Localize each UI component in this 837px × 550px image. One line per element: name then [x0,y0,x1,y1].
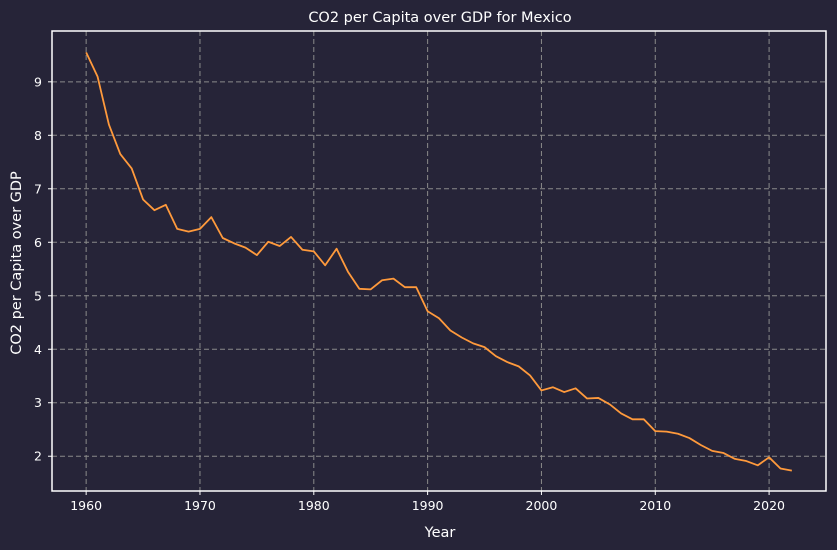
x-tick-label: 1980 [298,498,330,513]
x-tick-label: 1970 [184,498,216,513]
x-tick-label: 2010 [639,498,671,513]
y-tick-label: 7 [34,181,42,196]
y-tick-label: 5 [34,288,42,303]
y-tick-label: 9 [34,74,42,89]
y-tick-label: 6 [34,235,42,250]
chart-title: CO2 per Capita over GDP for Mexico [308,10,571,26]
y-tick-label: 3 [34,395,42,410]
series-line [85,52,793,472]
x-tick-label: 2000 [526,498,558,513]
y-axis-label: CO2 per Capita over GDP [9,171,25,355]
x-axis-label: Year [424,525,456,541]
x-tick-label: 1960 [70,498,102,513]
y-tick-label: 2 [34,449,42,464]
axes-frame [51,30,827,492]
grid [52,31,826,491]
x-tick-label: 2020 [753,498,785,513]
series-group [85,52,793,472]
y-tick-label: 8 [34,128,42,143]
x-tick-label: 1990 [412,498,444,513]
tick-labels: 1960 1970 1980 1990 2000 2010 2020 2 3 4 5 6 7 8 9 [34,74,785,513]
y-tick-label: 4 [34,342,42,357]
